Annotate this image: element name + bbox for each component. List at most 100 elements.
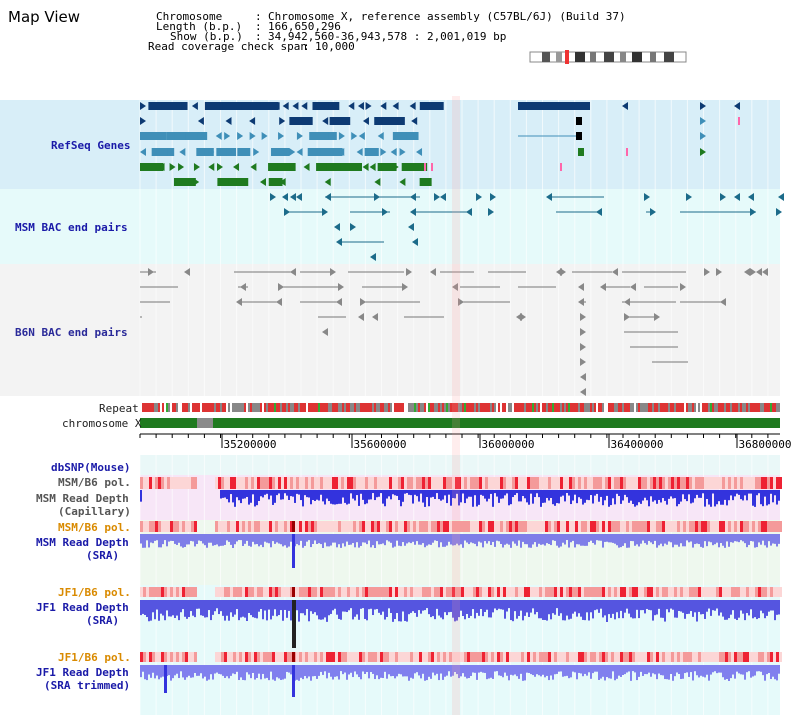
depth-bar [446, 490, 448, 504]
depth-bar [226, 490, 228, 500]
pol-cell [386, 521, 389, 532]
depth-bar [424, 600, 426, 611]
pol-cell [401, 477, 404, 489]
chromosome-ideogram[interactable] [529, 50, 687, 64]
gene-block [307, 148, 332, 156]
msm-b6-pol-track-1[interactable] [140, 477, 782, 489]
depth-bar [312, 600, 314, 614]
gene-block [140, 163, 164, 171]
pol-cell [305, 521, 308, 532]
depth-bar [228, 600, 230, 621]
gene-arrow [197, 117, 204, 125]
depth-bar [740, 600, 742, 611]
depth-bar [474, 534, 476, 544]
jf1-sra-trimmed-depth-track[interactable] [140, 665, 780, 697]
depth-bar [242, 490, 244, 499]
depth-bar [686, 490, 688, 502]
msm-capillary-depth-track[interactable] [140, 490, 780, 507]
repeat-cell [202, 403, 204, 412]
pol-cell [497, 652, 500, 662]
pol-cell [284, 477, 287, 489]
repeat-cell [608, 403, 610, 412]
msm-b6-pol-label-1[interactable]: MSM/B6 pol. [58, 476, 131, 489]
refseq-genes-label[interactable]: RefSeq Genes [51, 139, 131, 152]
repeat-cell [546, 403, 548, 412]
jf1-b6-pol-label-1[interactable]: JF1/B6 pol. [58, 586, 131, 599]
msm-b6-pol-track-2[interactable] [140, 521, 782, 532]
depth-bar [436, 534, 438, 541]
pol-cell [491, 521, 494, 532]
pol-cell [632, 652, 635, 662]
depth-bar [774, 490, 776, 496]
jf1-sra-label-1[interactable]: JF1 Read Depth [36, 601, 129, 614]
depth-bar [606, 665, 608, 678]
gene-arrow [390, 148, 397, 156]
repeat-cell [422, 403, 424, 412]
pol-cell [647, 587, 650, 597]
repeat-cell [440, 403, 442, 412]
repeat-cell [744, 403, 746, 412]
msm-bac-label[interactable]: MSM BAC end pairs [15, 221, 128, 234]
depth-bar [448, 665, 450, 672]
depth-bar [680, 600, 682, 612]
depth-bar [480, 490, 482, 495]
jf1-trimmed-label-1[interactable]: JF1 Read Depth [36, 666, 129, 679]
repeat-cell [148, 403, 150, 412]
msm-bac-track[interactable] [270, 193, 784, 261]
pol-cell [440, 587, 443, 597]
pol-cell [677, 521, 680, 532]
gene-arrow [278, 132, 285, 140]
depth-bar [242, 600, 244, 617]
pol-cell [404, 521, 407, 532]
jf1-sra-depth-track[interactable] [140, 600, 780, 648]
pol-cell [566, 587, 569, 597]
jf1-b6-pol-label-2[interactable]: JF1/B6 pol. [58, 651, 131, 664]
pol-cell [548, 477, 551, 489]
dbsnp-label[interactable]: dbSNP(Mouse) [51, 461, 131, 474]
pol-cell [680, 652, 683, 662]
repeat-cell [696, 403, 698, 412]
depth-bar [640, 600, 642, 611]
repeat-track[interactable] [140, 403, 780, 412]
depth-bar [344, 665, 346, 673]
depth-bar [398, 534, 400, 546]
gene-arrow [158, 163, 165, 171]
depth-bar [238, 600, 240, 621]
repeat-cell [568, 403, 570, 412]
depth-bar [244, 534, 246, 544]
msm-b6-pol-label-2[interactable]: MSM/B6 pol. [58, 521, 131, 534]
b6n-bac-label[interactable]: B6N BAC end pairs [15, 326, 128, 339]
pol-cell [317, 587, 320, 597]
msm-sra-depth-track[interactable] [140, 534, 780, 568]
pol-cell [221, 587, 224, 597]
pol-cell [188, 477, 191, 489]
depth-bar [164, 600, 166, 621]
jf1-b6-pol-track-1[interactable] [140, 587, 782, 597]
b6n-bac-track[interactable] [140, 268, 768, 396]
repeat-cell [170, 403, 172, 412]
depth-bar [412, 600, 414, 612]
depth-bar [202, 665, 204, 679]
pol-cell [143, 587, 146, 597]
refseq-genes-track[interactable] [140, 102, 740, 186]
pol-cell [410, 521, 413, 532]
depth-bar [370, 665, 372, 673]
depth-bar [316, 534, 318, 544]
jf1-b6-pol-track-2[interactable] [140, 652, 782, 662]
pol-cell [623, 477, 626, 489]
pol-cell [218, 477, 221, 489]
repeat-cell [204, 403, 206, 412]
depth-bar [394, 665, 396, 679]
depth-bar [434, 600, 436, 620]
chromosome-bar[interactable] [140, 418, 780, 428]
depth-bar [300, 665, 302, 678]
repeat-cell [378, 403, 380, 412]
msm-capillary-label-1[interactable]: MSM Read Depth [36, 492, 129, 505]
pol-cell [359, 587, 362, 597]
depth-bar [592, 490, 594, 504]
depth-bar [330, 665, 332, 677]
pol-cell [632, 521, 635, 532]
repeat-cell [406, 403, 408, 412]
msm-sra-label-1[interactable]: MSM Read Depth [36, 536, 129, 549]
pol-cell [446, 521, 449, 532]
